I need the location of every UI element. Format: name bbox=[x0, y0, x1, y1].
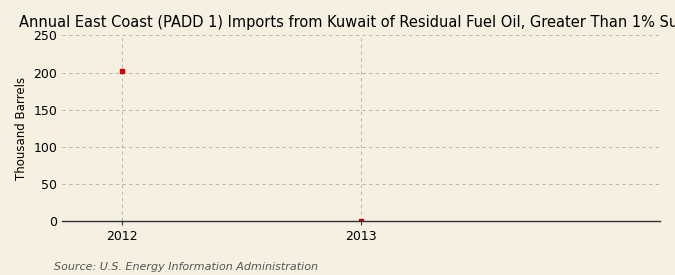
Title: Annual East Coast (PADD 1) Imports from Kuwait of Residual Fuel Oil, Greater Tha: Annual East Coast (PADD 1) Imports from … bbox=[19, 15, 675, 30]
Y-axis label: Thousand Barrels: Thousand Barrels bbox=[15, 77, 28, 180]
Text: Source: U.S. Energy Information Administration: Source: U.S. Energy Information Administ… bbox=[54, 262, 318, 272]
